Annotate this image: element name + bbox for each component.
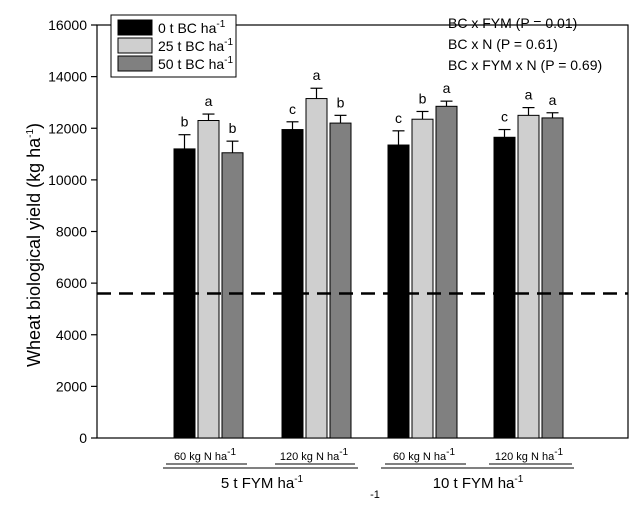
sig-letter-s2-c3: a (549, 92, 557, 108)
bar-s2-c3 (541, 117, 564, 439)
y-tick-label-1: 2000 (56, 378, 87, 394)
category-label-0: 60 kg N ha-1 (174, 447, 237, 463)
bar-s0-c2 (387, 144, 410, 439)
category-label-1: 120 kg N ha-1 (280, 447, 349, 463)
legend: 0 t BC ha-1 25 t BC ha-1 50 t BC ha-1 (110, 14, 237, 78)
category-label-3: 120 kg N ha-1 (495, 447, 564, 463)
category-label-2: 60 kg N ha-1 (393, 447, 456, 463)
sig-letter-s2-c2: a (443, 80, 451, 96)
annotation-bc-n: BC x N (P = 0.61) (448, 36, 558, 52)
bar-s2-c0 (221, 152, 244, 439)
bar-s1-c2 (411, 118, 434, 439)
sig-letter-s1-c1: a (313, 67, 321, 83)
sig-letter-s0-c3: c (501, 109, 508, 125)
sig-letter-s1-c2: b (419, 90, 427, 106)
stray-superscript: -1 (370, 489, 380, 501)
legend-swatch-2 (117, 55, 153, 72)
y-axis-ticks: 0 2000 4000 6000 8000 10000 12000 14000 16000 (48, 17, 97, 446)
legend-entry-1: 25 t BC ha-1 (158, 37, 233, 54)
y-tick-label-7: 14000 (48, 69, 87, 85)
y-tick-label-8: 16000 (48, 17, 87, 33)
bar-s1-c0 (197, 120, 220, 439)
y-axis-label: Wheat biological yield (kg ha-1) (24, 123, 44, 367)
group-label-0: 5 t FYM ha-1 (221, 474, 304, 492)
sig-letter-s2-c1: b (337, 94, 345, 110)
y-tick-label-0: 0 (79, 430, 87, 446)
group-label-1: 10 t FYM ha-1 (433, 474, 524, 492)
sig-letter-s0-c1: c (289, 101, 296, 117)
annotation-bc-fym: BC x FYM (P = 0.01) (448, 15, 577, 31)
legend-entry-2: 50 t BC ha-1 (158, 55, 233, 72)
bar-s0-c3 (493, 136, 516, 439)
sig-letter-s1-c3: a (525, 87, 533, 103)
annotation-bc-fym-n: BC x FYM x N (P = 0.69) (448, 57, 602, 73)
sig-letter-s0-c2: c (395, 110, 402, 126)
bar-s2-c1 (329, 122, 352, 439)
y-tick-label-2: 4000 (56, 327, 87, 343)
sig-letter-s1-c0: a (205, 93, 213, 109)
category-labels: 60 kg N ha-1 120 kg N ha-1 60 kg N ha-1 … (174, 447, 564, 463)
legend-entry-0: 0 t BC ha-1 (158, 19, 226, 36)
bar-s2-c2 (435, 105, 458, 439)
bar-s1-c1 (305, 98, 328, 439)
y-tick-label-5: 10000 (48, 172, 87, 188)
bar-s0-c1 (281, 129, 304, 439)
legend-swatch-1 (117, 37, 153, 54)
y-tick-label-6: 12000 (48, 120, 87, 136)
sig-letter-s2-c0: b (229, 120, 237, 136)
y-tick-label-4: 8000 (56, 224, 87, 240)
sig-letter-s0-c0: b (181, 114, 189, 130)
bar-s1-c3 (517, 114, 540, 439)
legend-swatch-0 (117, 19, 153, 36)
y-tick-label-3: 6000 (56, 275, 87, 291)
